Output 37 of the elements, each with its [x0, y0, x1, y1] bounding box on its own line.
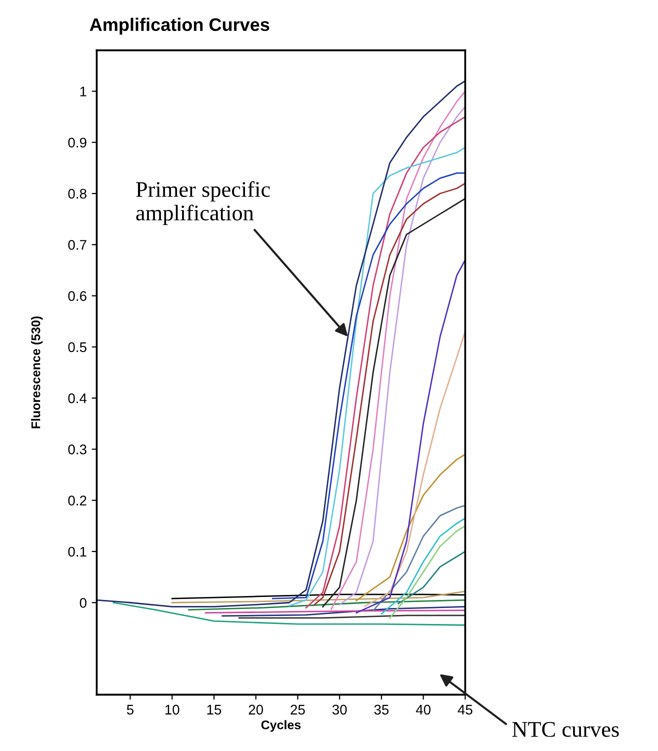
x-tick-label: 35 [374, 704, 389, 715]
y-tick-label: 0.2 [68, 496, 86, 506]
x-axis-title: Cycles [261, 720, 301, 732]
line-series [364, 330, 466, 607]
y-tick-label: 0.7 [68, 240, 86, 250]
y-tick-label: 0.5 [68, 342, 86, 352]
annotation: Primer specific amplification [136, 181, 270, 226]
line-series [372, 504, 466, 612]
line-series [398, 550, 466, 604]
line-series [380, 518, 466, 615]
chart-title: Amplification Curves [90, 18, 270, 35]
x-tick-label: 20 [248, 704, 264, 715]
x-tick-label: 15 [207, 704, 222, 715]
x-tick-label: 45 [458, 704, 472, 715]
text: NTC curves [512, 722, 619, 737]
line-series [356, 259, 466, 614]
x-tick-label: 10 [165, 704, 180, 715]
y-tick-label: 0.4 [68, 393, 87, 404]
line-series [356, 454, 466, 602]
line-series [96, 80, 466, 608]
line-series [389, 525, 466, 619]
y-axis-title: Fluorescence (530) [31, 316, 43, 428]
x-tick-label: 25 [290, 704, 305, 715]
line-series [222, 606, 466, 617]
y-tick-label: 0.1 [68, 546, 86, 557]
line-series [188, 599, 466, 610]
line-series [171, 590, 466, 604]
x-tick-label: 30 [332, 704, 347, 715]
y-tick-label: 0 [80, 598, 86, 608]
y-tick-label: 1 [80, 86, 86, 96]
x-tick-label: 5 [126, 704, 134, 715]
y-tick-label: 0.3 [68, 444, 86, 454]
y-tick-label: 0.9 [68, 138, 86, 148]
y-tick-label: 0.8 [68, 188, 86, 199]
y-tick-label: 0.6 [68, 291, 86, 301]
line-series [112, 602, 466, 626]
x-tick-label: 40 [416, 704, 431, 715]
